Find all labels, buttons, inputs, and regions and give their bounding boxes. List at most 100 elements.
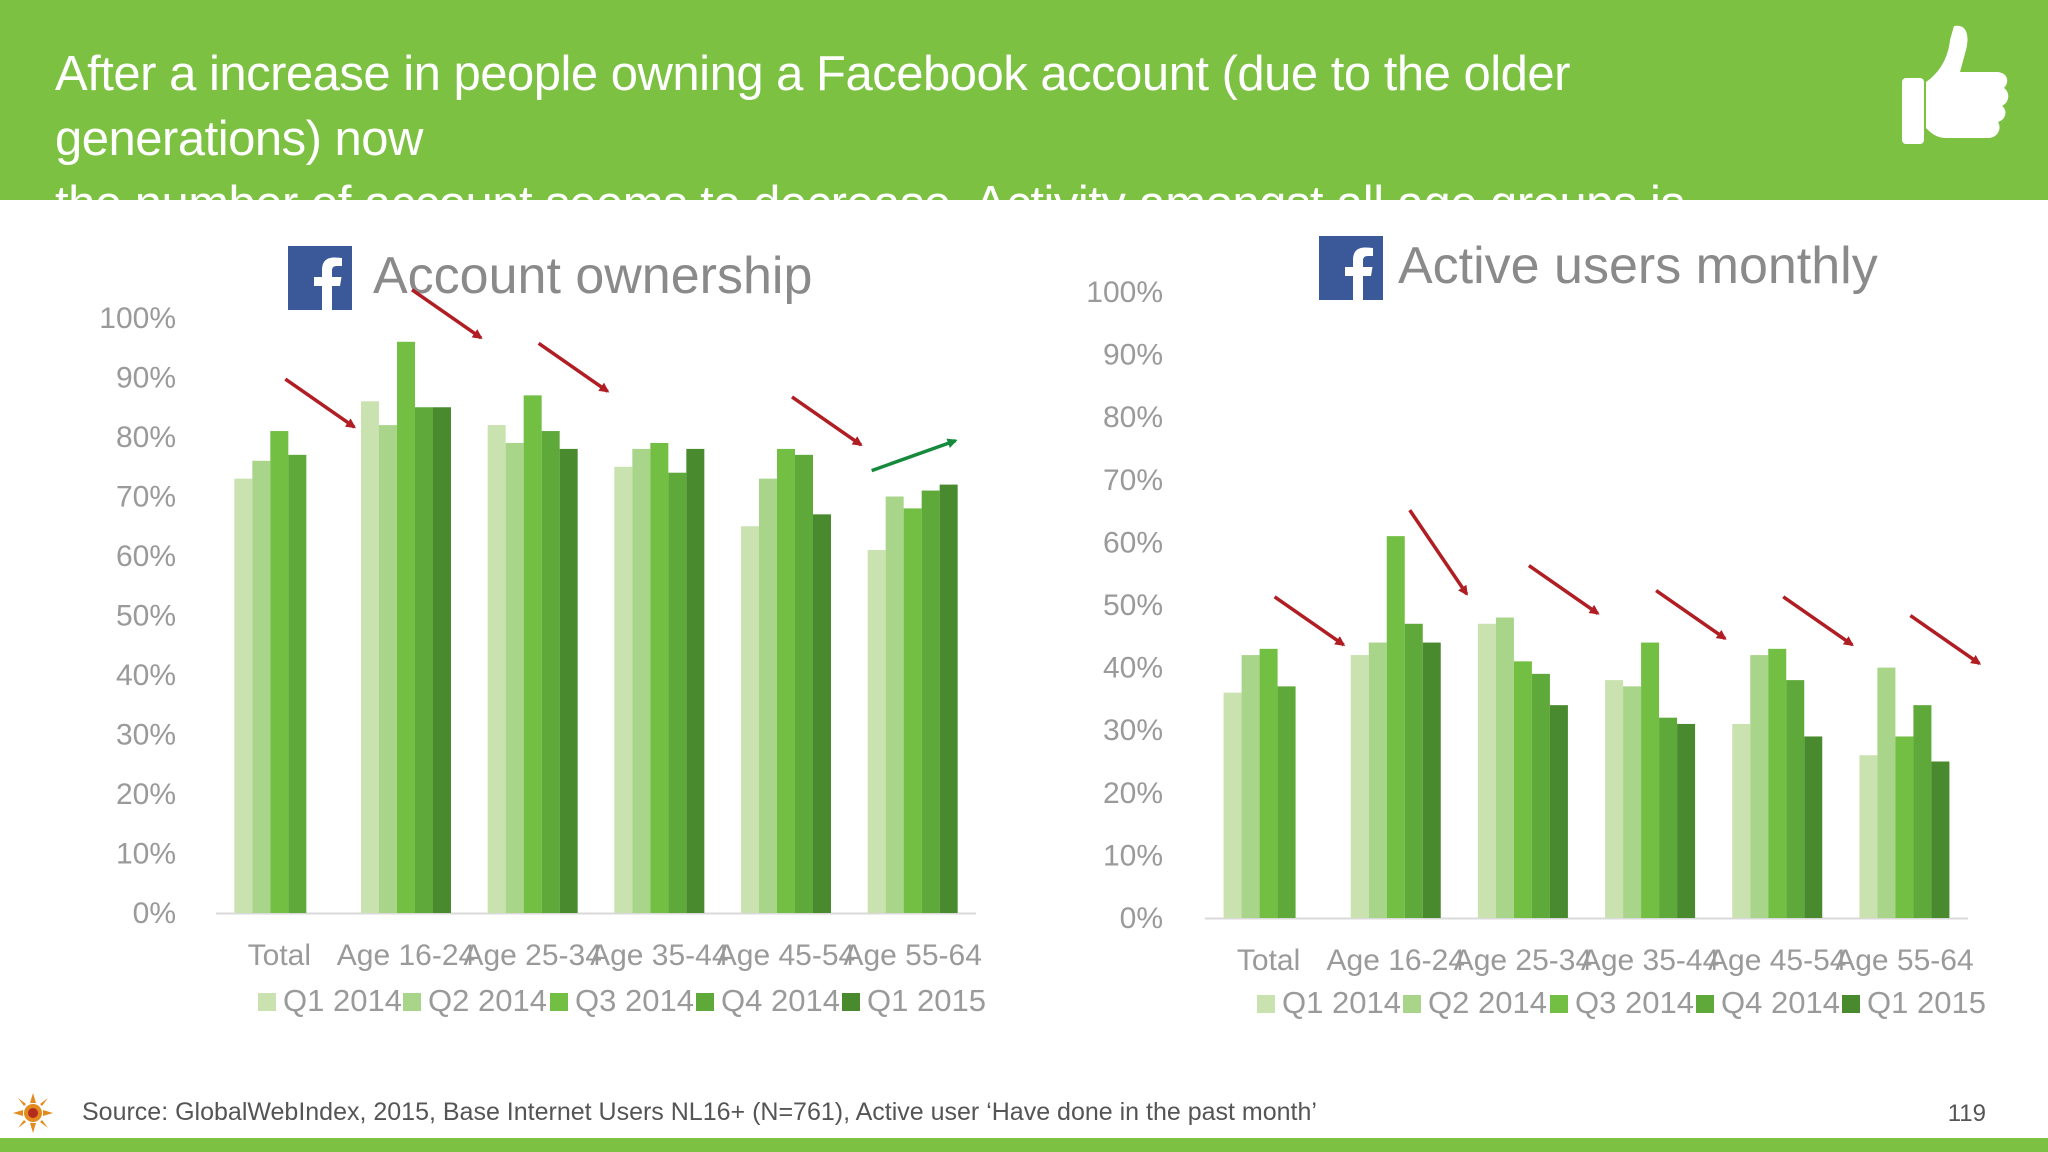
chart-1-bar bbox=[559, 448, 578, 913]
chart-2-bar bbox=[1677, 723, 1696, 918]
chart-1-category-label: Age 45-54 bbox=[717, 939, 855, 972]
chart-1-bar bbox=[397, 341, 415, 913]
chart-1-legend-label: Q1 2014 bbox=[283, 983, 402, 1018]
chart-1-trend-down-arrow bbox=[791, 395, 863, 447]
chart-2-ytick-label: 40% bbox=[1103, 652, 1163, 685]
facebook-icon bbox=[1319, 236, 1383, 300]
chart-2-legend-label: Q4 2014 bbox=[1721, 985, 1840, 1020]
chart-2-trend-down-arrow bbox=[1527, 564, 1600, 615]
chart-1-legend-label: Q4 2014 bbox=[721, 983, 840, 1018]
chart-2-ytick-label: 100% bbox=[1086, 276, 1163, 309]
chart-2-bar bbox=[1277, 686, 1296, 918]
chart-1-bar bbox=[777, 448, 795, 913]
chart-1-ytick-label: 20% bbox=[116, 778, 176, 811]
chart-2-ytick-label: 90% bbox=[1103, 339, 1163, 372]
chart-1-ytick-label: 80% bbox=[116, 421, 176, 454]
chart-2-category-label: Age 25-34 bbox=[1454, 944, 1592, 977]
chart-2-bar bbox=[1368, 642, 1387, 918]
chart-2-bar bbox=[1513, 661, 1532, 918]
chart-2-legend-label: Q2 2014 bbox=[1428, 985, 1547, 1020]
chart-2-bar bbox=[1386, 536, 1405, 918]
chart-2-category-label: Age 55-64 bbox=[1835, 944, 1973, 977]
chart-2-bar bbox=[1732, 723, 1751, 918]
chart-1-bar bbox=[361, 401, 379, 913]
chart-2-legend-swatch bbox=[1403, 995, 1421, 1013]
chart-2-ytick-label: 30% bbox=[1103, 714, 1163, 747]
chart-2-legend-label: Q3 2014 bbox=[1575, 985, 1694, 1020]
chart-1-legend-label: Q1 2015 bbox=[867, 983, 986, 1018]
chart-1-trend-down-arrow bbox=[284, 377, 356, 429]
chart-1-category-label: Age 35-44 bbox=[590, 939, 728, 972]
chart-2-trend-down-arrow bbox=[1408, 509, 1469, 596]
chart-1-category-label: Age 16-24 bbox=[337, 939, 475, 972]
chart-1-bar bbox=[885, 496, 904, 913]
chart-2-ytick-label: 50% bbox=[1103, 589, 1163, 622]
chart-2-bar bbox=[1404, 623, 1423, 918]
chart-1-bar bbox=[686, 448, 705, 913]
chart-1-ytick-label: 50% bbox=[116, 600, 176, 633]
chart-2-bar bbox=[1259, 648, 1278, 918]
chart-2-bar bbox=[1549, 705, 1568, 918]
chart-2-legend-swatch bbox=[1696, 995, 1714, 1013]
chart-2-bar bbox=[1477, 623, 1496, 918]
chart-1-title: Account ownership bbox=[373, 247, 813, 305]
headline-line-1: After a increase in people owning a Face… bbox=[55, 47, 1570, 166]
chart-2-bar bbox=[1750, 655, 1769, 918]
chart-2-bar bbox=[1241, 655, 1260, 918]
chart-1-ytick-label: 70% bbox=[116, 481, 176, 514]
chart-1-bar bbox=[795, 454, 813, 913]
chart-2-legend-label: Q1 2014 bbox=[1282, 985, 1401, 1020]
chart-2-trend-down-arrow bbox=[1655, 589, 1727, 640]
chart-1-bar bbox=[433, 407, 451, 913]
chart-2-category-label: Age 45-54 bbox=[1708, 944, 1846, 977]
chart-1-legend-swatch bbox=[258, 993, 276, 1011]
chart-1-ytick-label: 100% bbox=[99, 302, 176, 335]
chart-1-bar bbox=[632, 448, 651, 913]
chart-1-trend-down-arrow bbox=[411, 288, 483, 340]
chart-1-bar bbox=[379, 425, 397, 913]
chart-1-ytick-label: 30% bbox=[116, 719, 176, 752]
chart-2-bar bbox=[1913, 705, 1932, 918]
chart-1-trend-down-arrow bbox=[537, 341, 610, 393]
chart-1-ytick-label: 0% bbox=[133, 897, 176, 930]
chart-2-ytick-label: 20% bbox=[1103, 777, 1163, 810]
chart-1-bar bbox=[252, 460, 271, 913]
chart-1-bar bbox=[813, 514, 831, 913]
chart-2-category-label: Age 35-44 bbox=[1581, 944, 1719, 977]
chart-2-ytick-label: 80% bbox=[1103, 401, 1163, 434]
chart-2-trend-down-arrow bbox=[1782, 595, 1854, 647]
chart-2-bar bbox=[1422, 642, 1441, 918]
chart-1-ytick-label: 10% bbox=[116, 838, 176, 871]
chart-1-legend-swatch bbox=[696, 993, 714, 1011]
chart-1-legend-label: Q3 2014 bbox=[575, 983, 694, 1018]
chart-2-bar bbox=[1768, 648, 1787, 918]
thumbs-up-icon bbox=[1902, 25, 2009, 144]
chart-2-bar bbox=[1531, 673, 1550, 918]
header-banner: After a increase in people owning a Face… bbox=[0, 0, 2048, 296]
chart-2-ytick-label: 10% bbox=[1103, 839, 1163, 872]
chart-1-legend-swatch bbox=[403, 993, 421, 1011]
chart-2-legend-label: Q1 2015 bbox=[1867, 985, 1986, 1020]
source-note: Source: GlobalWebIndex, 2015, Base Inter… bbox=[82, 1098, 1317, 1126]
chart-2-bar bbox=[1859, 755, 1878, 918]
chart-1-bar bbox=[505, 442, 524, 913]
chart-1-bar bbox=[487, 425, 506, 913]
chart-2-legend-swatch bbox=[1842, 995, 1860, 1013]
chart-1-bar bbox=[741, 526, 759, 913]
facebook-icon bbox=[288, 246, 352, 310]
chart-2-bar bbox=[1223, 692, 1242, 918]
chart-1-bar bbox=[234, 478, 253, 913]
chart-1-bar bbox=[921, 490, 940, 913]
chart-1-legend-swatch bbox=[550, 993, 568, 1011]
chart-1-bar bbox=[288, 454, 307, 913]
chart-2-category-label: Total bbox=[1237, 944, 1300, 977]
chart-2-bar bbox=[1623, 686, 1642, 918]
chart-1-bar bbox=[614, 466, 633, 913]
chart-1-bar bbox=[939, 484, 958, 913]
chart-1-bar bbox=[541, 431, 560, 913]
chart-2-ytick-label: 70% bbox=[1103, 464, 1163, 497]
chart-2-title: Active users monthly bbox=[1398, 237, 1878, 295]
chart-1-ytick-label: 60% bbox=[116, 540, 176, 573]
chart-1-trend-up-arrow bbox=[871, 438, 958, 473]
chart-2-bar bbox=[1786, 680, 1805, 918]
